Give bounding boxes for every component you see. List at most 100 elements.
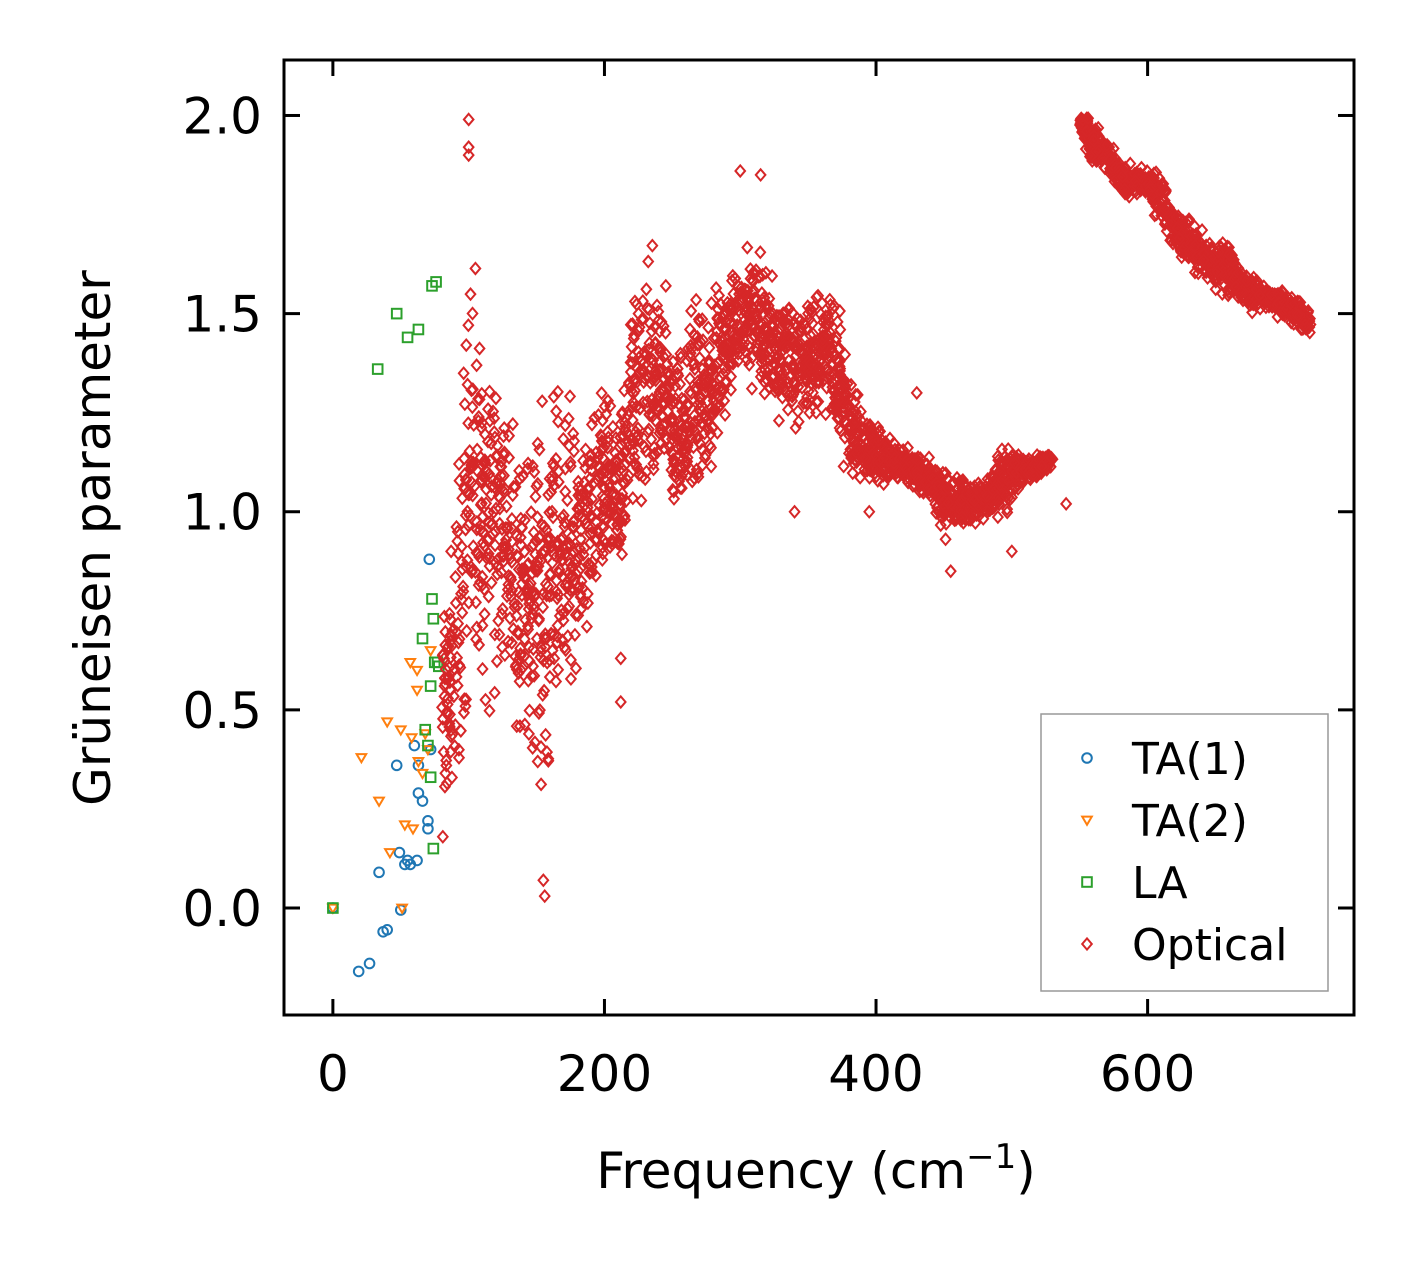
data-point — [456, 579, 470, 594]
data-point — [970, 507, 983, 523]
data-point — [1241, 273, 1254, 288]
data-point — [599, 536, 612, 551]
data-point — [596, 450, 609, 466]
data-point — [792, 414, 805, 429]
data-point — [682, 424, 695, 439]
data-point — [529, 489, 542, 504]
data-point — [443, 606, 456, 621]
data-point — [625, 339, 638, 354]
data-point — [559, 484, 572, 499]
data-point — [559, 642, 572, 658]
data-point — [574, 589, 587, 605]
data-point — [572, 508, 585, 523]
data-point — [757, 374, 771, 389]
data-point — [765, 268, 779, 284]
data-point — [837, 459, 850, 474]
y-tick-label: 1.0 — [182, 484, 262, 542]
data-point — [781, 402, 795, 417]
data-point — [491, 567, 504, 582]
data-point — [741, 338, 755, 353]
data-point — [1087, 128, 1100, 143]
data-point — [653, 385, 666, 400]
data-point — [545, 504, 559, 519]
data-point — [633, 365, 646, 380]
data-point — [780, 316, 793, 332]
data-point — [518, 631, 531, 647]
data-point — [873, 424, 887, 439]
data-point — [424, 771, 437, 784]
series-ta-2- — [326, 646, 438, 915]
data-point — [1182, 212, 1196, 227]
data-point — [470, 358, 483, 373]
data-point — [631, 429, 644, 444]
data-point — [505, 511, 519, 527]
data-point — [551, 534, 564, 549]
data-point — [848, 415, 861, 430]
data-point — [422, 822, 434, 835]
data-point — [438, 689, 451, 704]
data-point — [833, 376, 846, 392]
data-point — [955, 493, 968, 508]
y-tick-label: 1.5 — [182, 286, 262, 344]
data-point — [693, 436, 707, 451]
data-point — [1060, 496, 1073, 511]
data-point — [850, 438, 864, 454]
data-point — [1019, 464, 1032, 479]
data-point — [412, 323, 425, 336]
data-point — [506, 488, 519, 503]
data-point — [686, 421, 699, 436]
data-point — [531, 476, 544, 492]
data-point — [713, 398, 727, 413]
data-point — [642, 342, 655, 357]
data-point — [968, 493, 981, 508]
data-point — [496, 540, 509, 555]
data-point — [423, 553, 436, 566]
data-point — [1285, 290, 1298, 305]
data-point — [585, 456, 598, 471]
data-point — [1296, 321, 1309, 337]
data-point — [483, 703, 496, 718]
data-point — [911, 452, 924, 468]
data-point — [640, 282, 653, 297]
data-point — [1011, 481, 1025, 496]
data-point — [436, 829, 449, 844]
data-point — [639, 471, 652, 487]
data-point — [652, 304, 665, 319]
data-point — [750, 300, 763, 315]
legend: TA(1) TA(2) LA Optical — [1040, 713, 1329, 992]
data-point — [754, 167, 767, 183]
data-point — [455, 539, 468, 554]
data-point — [612, 533, 625, 548]
data-point — [494, 476, 507, 492]
data-point — [481, 402, 495, 417]
data-point — [538, 683, 551, 698]
data-point — [539, 727, 552, 743]
data-point — [780, 340, 794, 355]
data-point — [456, 605, 469, 620]
data-point — [478, 538, 491, 553]
data-point — [1171, 220, 1184, 236]
data-point — [681, 450, 694, 465]
data-point — [381, 924, 393, 936]
plot-frame — [282, 58, 1356, 1017]
data-point — [494, 459, 507, 474]
data-point — [1000, 502, 1014, 517]
data-point — [442, 639, 455, 654]
data-point — [762, 309, 776, 325]
data-point — [526, 458, 539, 474]
data-point — [858, 462, 871, 477]
data-point — [441, 691, 455, 706]
data-point — [470, 522, 483, 537]
data-point — [912, 471, 925, 487]
data-point — [410, 665, 424, 678]
data-point — [1197, 246, 1210, 262]
data-point — [695, 390, 708, 405]
data-point — [452, 742, 465, 757]
data-point — [553, 562, 566, 577]
data-point — [685, 303, 698, 319]
data-point — [862, 424, 875, 439]
data-point — [1157, 180, 1170, 195]
data-point — [690, 292, 703, 308]
data-point — [788, 504, 801, 519]
